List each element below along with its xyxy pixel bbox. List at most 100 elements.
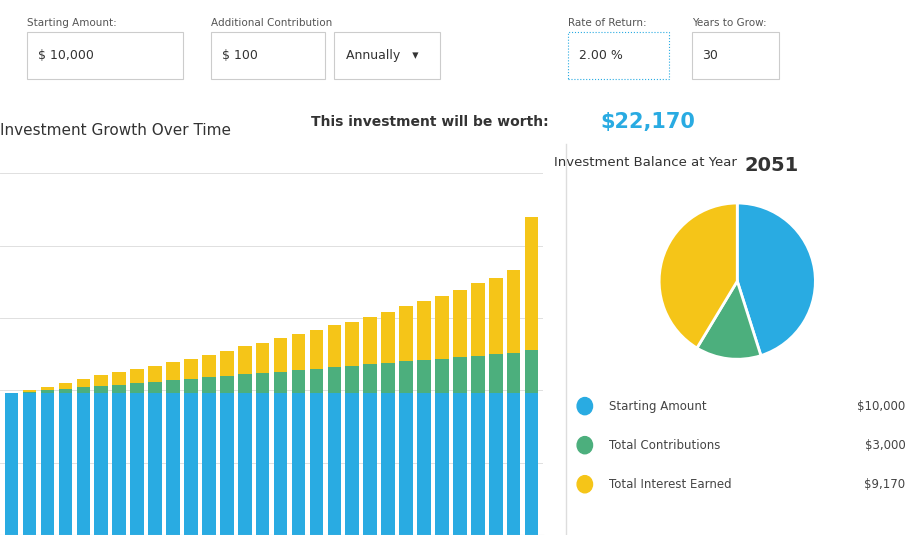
Bar (274, 393, 288, 535)
Bar (417, 393, 431, 535)
Bar (453, 357, 466, 393)
Bar (184, 379, 198, 393)
Bar (471, 284, 485, 356)
Bar (291, 370, 305, 393)
Bar (489, 393, 503, 535)
FancyBboxPatch shape (692, 32, 779, 79)
Bar (310, 369, 323, 393)
Bar (94, 393, 108, 535)
Bar (507, 393, 520, 535)
Text: Rate of Return:: Rate of Return: (568, 18, 647, 28)
Circle shape (577, 437, 593, 454)
Bar (256, 373, 269, 393)
Bar (399, 362, 413, 393)
Bar (202, 393, 215, 535)
Bar (507, 353, 520, 393)
Bar (23, 392, 37, 393)
Bar (435, 296, 449, 358)
Bar (328, 367, 341, 393)
Bar (220, 376, 234, 393)
Bar (471, 356, 485, 393)
Bar (5, 393, 18, 535)
Text: $ 10,000: $ 10,000 (38, 49, 94, 62)
Bar (40, 391, 54, 393)
Text: $3,000: $3,000 (865, 439, 906, 452)
Text: Annually   ▾: Annually ▾ (346, 49, 419, 62)
Bar (130, 383, 144, 393)
FancyBboxPatch shape (211, 32, 325, 79)
Bar (345, 322, 359, 366)
Circle shape (577, 476, 593, 493)
Bar (328, 393, 341, 535)
FancyBboxPatch shape (334, 32, 440, 79)
Text: Starting Amount: Starting Amount (609, 400, 707, 412)
Text: $ 100: $ 100 (222, 49, 257, 62)
Bar (525, 350, 539, 393)
Bar (59, 389, 72, 393)
Text: Starting Amount:: Starting Amount: (27, 18, 117, 28)
Bar (166, 393, 180, 535)
Wedge shape (737, 203, 815, 356)
Bar (256, 342, 269, 373)
Bar (381, 393, 395, 535)
Bar (220, 350, 234, 376)
Bar (113, 372, 126, 385)
Bar (525, 217, 539, 350)
Wedge shape (697, 281, 761, 359)
Bar (77, 379, 90, 387)
Text: Investment Balance at Year: Investment Balance at Year (553, 156, 741, 169)
Bar (256, 393, 269, 535)
Bar (381, 311, 395, 363)
Text: Additional Contribution: Additional Contribution (211, 18, 332, 28)
Bar (489, 278, 503, 354)
Bar (399, 307, 413, 362)
Text: Investment Growth Over Time: Investment Growth Over Time (0, 123, 231, 137)
Bar (40, 393, 54, 535)
Bar (94, 386, 108, 393)
Bar (310, 393, 323, 535)
Bar (148, 366, 162, 381)
Text: Years to Grow:: Years to Grow: (692, 18, 766, 28)
Text: 30: 30 (703, 49, 718, 62)
Text: 2.00 %: 2.00 % (579, 49, 623, 62)
Bar (471, 393, 485, 535)
Bar (435, 393, 449, 535)
Text: $22,170: $22,170 (600, 112, 695, 132)
Wedge shape (660, 203, 737, 348)
Bar (507, 270, 520, 353)
Bar (94, 375, 108, 386)
Bar (399, 393, 413, 535)
Bar (417, 301, 431, 360)
Bar (291, 393, 305, 535)
Bar (130, 393, 144, 535)
Bar (417, 360, 431, 393)
Bar (166, 362, 180, 380)
Bar (364, 364, 377, 393)
FancyBboxPatch shape (568, 32, 669, 79)
Bar (345, 393, 359, 535)
Bar (291, 334, 305, 370)
Bar (77, 387, 90, 393)
FancyBboxPatch shape (27, 32, 183, 79)
Bar (113, 385, 126, 393)
Bar (328, 325, 341, 367)
Bar (453, 393, 466, 535)
Text: $9,170: $9,170 (865, 478, 906, 491)
Text: $10,000: $10,000 (857, 400, 906, 412)
Bar (148, 381, 162, 393)
Bar (220, 393, 234, 535)
Bar (202, 377, 215, 393)
Bar (364, 393, 377, 535)
Bar (345, 366, 359, 393)
Text: Total Contributions: Total Contributions (609, 439, 721, 452)
Bar (364, 317, 377, 364)
Bar (310, 330, 323, 369)
Bar (113, 393, 126, 535)
Bar (435, 358, 449, 393)
Bar (77, 393, 90, 535)
Bar (238, 346, 252, 374)
Bar (23, 391, 37, 392)
Bar (489, 354, 503, 393)
Text: 2051: 2051 (745, 156, 799, 175)
Circle shape (577, 398, 593, 415)
